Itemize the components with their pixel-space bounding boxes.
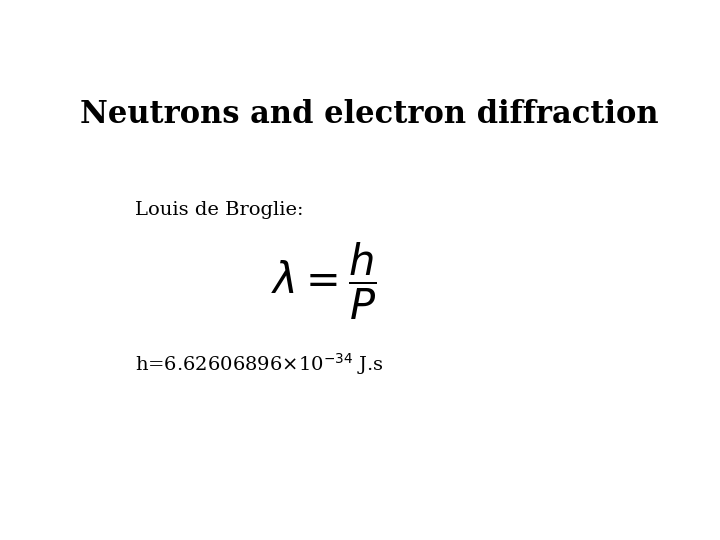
Text: Neutrons and electron diffraction: Neutrons and electron diffraction (80, 99, 658, 130)
Text: Louis de Broglie:: Louis de Broglie: (135, 201, 303, 219)
Text: h=6.62606896$\times$10$^{-34}$ J.s: h=6.62606896$\times$10$^{-34}$ J.s (135, 351, 383, 377)
Text: $\lambda = \dfrac{h}{P}$: $\lambda = \dfrac{h}{P}$ (271, 240, 377, 321)
